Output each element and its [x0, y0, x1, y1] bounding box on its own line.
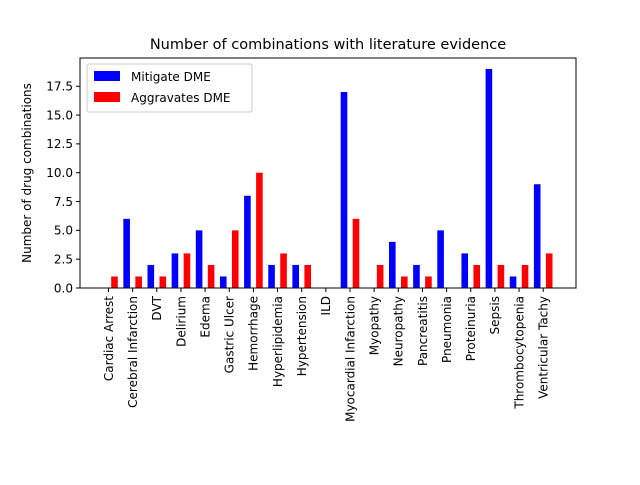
bar-aggravates-6 [256, 172, 263, 288]
x-tick-label-16: Sepsis [488, 296, 502, 334]
legend-label-aggravates: Aggravates DME [131, 91, 231, 105]
bars-group [111, 68, 553, 288]
x-tick-label-3: Delirium [174, 296, 188, 347]
x-tick-label-4: Edema [198, 296, 212, 338]
bar-mitigate-13 [413, 264, 420, 288]
x-tick-label-12: Neuropathy [392, 296, 406, 366]
bar-aggravates-4 [207, 264, 215, 288]
y-tick-label-4: 10.0 [46, 166, 73, 180]
y-tick-label-2: 5.0 [54, 224, 73, 238]
bar-mitigate-4 [195, 230, 203, 288]
x-tick-label-1: Cerebral Infarction [126, 296, 140, 408]
bar-aggravates-10 [352, 218, 360, 288]
y-tick-label-0: 0.0 [54, 281, 73, 295]
y-axis: 0.0 2.5 5.0 7.5 10.0 12.5 15.0 17.5 [46, 80, 80, 295]
x-tick-label-15: Proteinuria [464, 296, 478, 361]
y-tick-label-1: 2.5 [54, 252, 73, 266]
bar-aggravates-3 [183, 253, 191, 288]
x-tick-label-9: ILD [319, 296, 333, 315]
legend-swatch-aggravates [94, 92, 120, 102]
x-tick-label-10: Myocardial Infarction [343, 296, 357, 422]
y-tick-label-6: 15.0 [46, 108, 73, 122]
bar-aggravates-13 [425, 276, 432, 288]
bar-aggravates-7 [280, 253, 287, 288]
bar-mitigate-1 [123, 218, 130, 288]
bar-aggravates-12 [401, 276, 408, 288]
bar-mitigate-5 [219, 276, 227, 288]
x-tick-label-13: Pancreatitis [416, 296, 430, 366]
chart-title: Number of combinations with literature e… [150, 37, 506, 53]
bar-aggravates-5 [231, 230, 239, 288]
x-tick-label-5: Gastric Ulcer [223, 296, 237, 373]
bar-aggravates-2 [159, 276, 167, 288]
x-axis: Cardiac Arrest Cerebral Infarction DVT Deli… [102, 288, 551, 422]
x-tick-label-7: Hyperlipidemia [271, 296, 285, 387]
y-axis-title: Number of drug combinations [20, 83, 34, 263]
bar-mitigate-14 [437, 230, 444, 288]
bar-mitigate-15 [461, 253, 469, 288]
bar-mitigate-6 [244, 195, 251, 288]
legend-swatch-mitigate [94, 71, 120, 81]
x-tick-label-11: Myopathy [367, 296, 381, 355]
bar-mitigate-10 [340, 92, 348, 288]
x-tick-label-2: DVT [150, 295, 164, 320]
legend-label-mitigate: Mitigate DME [131, 70, 211, 84]
x-tick-label-14: Pneumonia [440, 296, 454, 363]
plot-frame [79, 57, 577, 289]
legend-box [86, 63, 253, 113]
x-tick-label-6: Hemorrhage [247, 296, 261, 371]
x-tick-label-18: Ventricular Tachy [537, 296, 551, 399]
bar-aggravates-1 [135, 276, 142, 288]
bar-aggravates-18 [545, 253, 553, 288]
bar-aggravates-8 [304, 264, 311, 288]
bar-mitigate-12 [389, 241, 396, 288]
bar-aggravates-11 [376, 264, 384, 288]
bar-mitigate-16 [485, 68, 493, 288]
y-tick-label-3: 7.5 [54, 195, 73, 209]
y-tick-label-7: 17.5 [46, 80, 73, 94]
bar-aggravates-16 [497, 264, 505, 288]
bar-aggravates-17 [521, 264, 529, 288]
x-tick-label-17: Thrombocytopenia [512, 296, 526, 410]
bar-aggravates-15 [473, 264, 481, 288]
bar-mitigate-3 [171, 253, 179, 288]
bar-mitigate-18 [533, 184, 541, 288]
legend: Mitigate DME Aggravates DME [86, 63, 253, 113]
y-tick-label-5: 12.5 [46, 137, 73, 151]
bar-mitigate-8 [292, 264, 299, 288]
x-tick-label-0: Cardiac Arrest [102, 296, 116, 381]
bar-aggravates-0 [111, 276, 118, 288]
bar-mitigate-17 [509, 276, 517, 288]
bar-mitigate-7 [268, 264, 275, 288]
x-tick-label-8: Hypertension [295, 296, 309, 376]
bar-mitigate-2 [147, 264, 155, 288]
